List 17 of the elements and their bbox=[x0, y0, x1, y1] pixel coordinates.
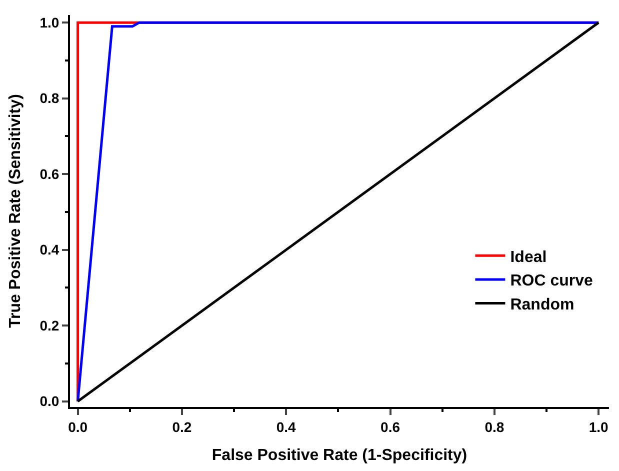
x-tick-label: 0.4 bbox=[276, 418, 296, 435]
legend-label: Ideal bbox=[510, 248, 547, 266]
x-axis-title: False Positive Rate (1-Specificity) bbox=[212, 447, 468, 464]
x-tick-label: 0.8 bbox=[484, 418, 504, 435]
text: 0.0 bbox=[68, 418, 88, 435]
y-tick-label: 1.0 bbox=[40, 14, 60, 30]
y-tick-label: 0.6 bbox=[40, 166, 60, 182]
x-tick-label: 0.6 bbox=[380, 418, 400, 435]
y-tick-label: 0.2 bbox=[40, 317, 60, 334]
y-axis-title: True Positive Rate (Sensitivity) bbox=[7, 94, 24, 328]
y-tick-label: 0.0 bbox=[40, 393, 60, 410]
y-tick-label: 0.4 bbox=[40, 242, 60, 258]
x-tick-label: 1.0 bbox=[588, 418, 609, 435]
y-tick-label: 0.8 bbox=[40, 90, 60, 106]
legend-label: Random bbox=[510, 296, 574, 314]
x-tick-label: 0.2 bbox=[172, 418, 192, 435]
legend-label: ROC curve bbox=[510, 272, 594, 290]
